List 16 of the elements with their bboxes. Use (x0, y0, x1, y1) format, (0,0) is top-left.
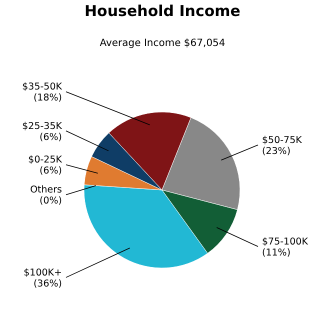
data-label: (6%) (40, 132, 62, 143)
data-label: (23%) (262, 146, 291, 157)
chart-title: Household Income (84, 2, 240, 20)
slice-label: $50-75K (262, 134, 303, 146)
legend-label: Others (30, 184, 62, 196)
slice-label: $100K+ (24, 267, 62, 278)
slice-label: $35-50K (22, 82, 63, 93)
text: (0%) (40, 196, 62, 207)
data-label: (36%) (33, 278, 62, 290)
slice-label: $75-100K (262, 236, 309, 248)
slice-label: $25-35K (22, 120, 63, 132)
data-label: (18%) (33, 92, 62, 104)
data-label: (11%) (262, 248, 291, 259)
slice-label: $0-25K (28, 154, 63, 166)
chart-subtitle: Average Income $67,054 (100, 38, 226, 49)
data-label: (6%) (40, 166, 62, 177)
